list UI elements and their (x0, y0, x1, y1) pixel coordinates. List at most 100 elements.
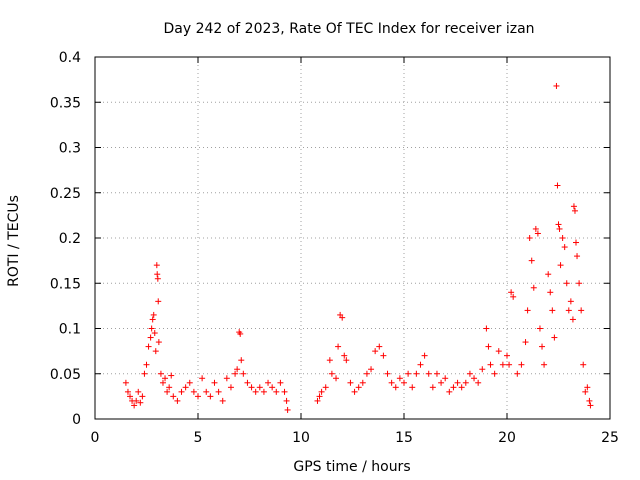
grid-lines (95, 57, 610, 419)
data-point (565, 307, 572, 314)
data-point (555, 221, 562, 228)
y-tick-label: 0.3 (59, 141, 81, 157)
data-point (499, 361, 506, 368)
data-point (471, 375, 478, 382)
x-tick-label: 10 (292, 430, 310, 446)
data-point (425, 370, 432, 377)
data-point (157, 370, 164, 377)
data-point (580, 361, 587, 368)
data-point (442, 375, 449, 382)
data-point (421, 352, 428, 359)
data-point (549, 307, 556, 314)
data-point (238, 357, 245, 364)
y-tick-label: 0 (72, 412, 81, 428)
data-point (569, 316, 576, 323)
data-point (190, 388, 197, 395)
data-point (491, 370, 498, 377)
data-point (155, 339, 162, 346)
data-point (450, 384, 457, 391)
data-point (137, 399, 144, 406)
y-tick-label: 0.05 (50, 367, 81, 383)
data-point (240, 370, 247, 377)
data-point (530, 284, 537, 291)
data-point (587, 402, 594, 409)
data-point (536, 325, 543, 332)
data-point (417, 361, 424, 368)
data-point (413, 370, 420, 377)
data-point (553, 82, 560, 89)
data-point (219, 397, 226, 404)
data-point (495, 348, 502, 355)
data-point (556, 225, 563, 232)
data-point (586, 397, 593, 404)
data-point (182, 384, 189, 391)
data-point (532, 225, 539, 232)
y-tick-label: 0.1 (59, 322, 81, 338)
data-point (551, 334, 558, 341)
data-point (528, 257, 535, 264)
x-tick-label: 5 (194, 430, 203, 446)
data-point (363, 370, 370, 377)
data-point (151, 330, 158, 337)
data-point (557, 262, 564, 269)
y-tick-label: 0.2 (59, 231, 81, 247)
data-point (131, 402, 138, 409)
data-point (401, 379, 407, 386)
x-axis-label: GPS time / hours (293, 459, 410, 475)
y-tick-label: 0.4 (59, 50, 81, 66)
axis-ticks: 0 5 10 15 20 25 0 0.05 0.1 0.15 0.2 0.25 0.3 0.35 0.4 (50, 50, 619, 446)
data-point (524, 307, 531, 314)
data-point (433, 370, 440, 377)
data-point (506, 361, 513, 368)
data-point (409, 384, 416, 391)
data-point (392, 384, 399, 391)
data-point (504, 352, 510, 359)
data-point (269, 384, 276, 391)
data-point (547, 289, 554, 296)
data-point (518, 361, 525, 368)
data-point (162, 375, 169, 382)
data-point (260, 388, 267, 395)
data-point (203, 388, 210, 395)
data-point (316, 393, 323, 400)
data-point (232, 370, 239, 377)
data-point (335, 343, 342, 350)
data-point (148, 325, 155, 332)
data-point (328, 370, 335, 377)
data-point (522, 339, 529, 346)
data-point (343, 357, 350, 364)
data-point (283, 397, 290, 404)
data-point (563, 280, 570, 287)
data-point (584, 384, 591, 391)
data-point (215, 388, 222, 395)
data-point (248, 384, 255, 391)
data-point (153, 262, 160, 269)
data-point (265, 379, 272, 386)
data-point (154, 275, 161, 282)
data-point (510, 293, 517, 300)
data-point (244, 379, 251, 386)
data-point (372, 348, 379, 355)
data-point (454, 379, 461, 386)
data-point (273, 388, 280, 395)
data-point (174, 397, 181, 404)
data-point (466, 370, 473, 377)
data-point (234, 366, 241, 373)
data-point (145, 343, 152, 350)
data-points (122, 82, 594, 413)
data-point (150, 311, 157, 318)
data-point (475, 379, 482, 386)
y-tick-label: 0.15 (50, 276, 81, 292)
data-point (559, 235, 566, 241)
data-point (446, 388, 453, 395)
data-point (359, 379, 366, 386)
data-point (152, 348, 159, 355)
data-point (438, 379, 445, 386)
y-tick-label: 0.25 (50, 186, 81, 202)
data-point (139, 393, 146, 400)
data-point (211, 379, 218, 386)
chart-title: Day 242 of 2023, Rate Of TEC Index for r… (163, 21, 534, 37)
data-point (237, 330, 244, 337)
data-point (122, 379, 129, 386)
data-point (429, 384, 436, 391)
